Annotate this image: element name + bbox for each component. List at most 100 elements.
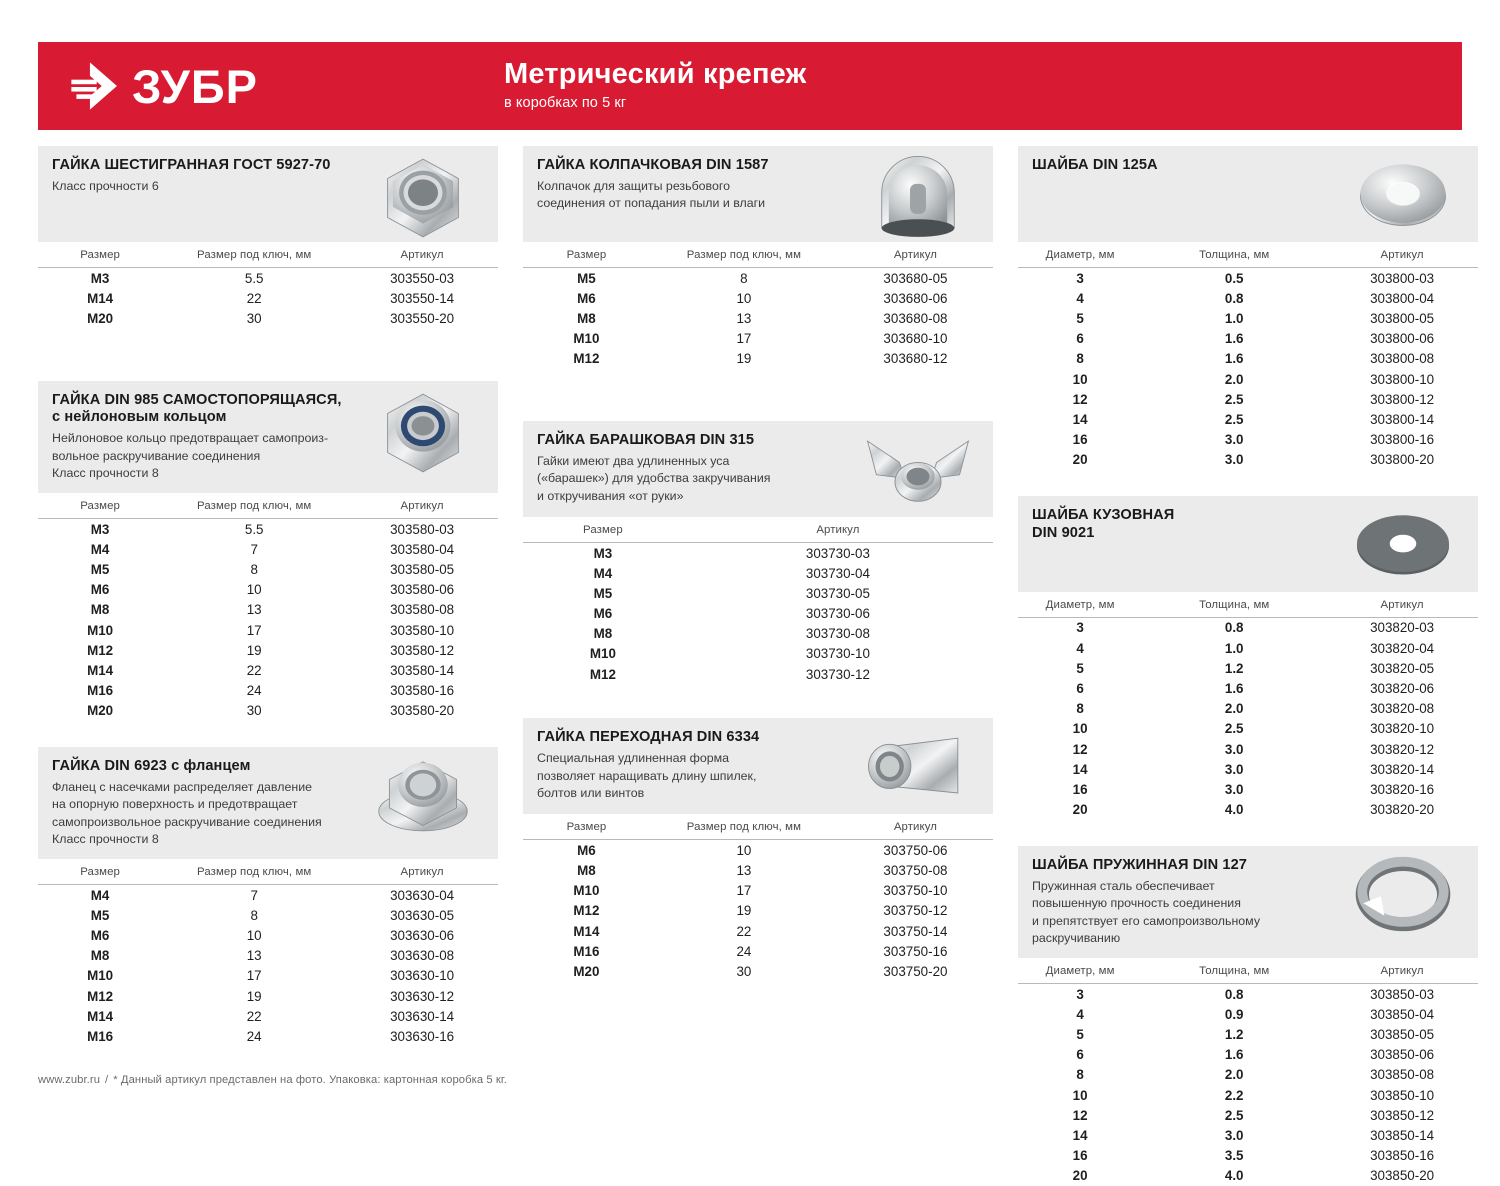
card-header: ГАЙКА DIN 6923 с фланцем Фланец с насечка… [38,746,498,860]
cell-dimension: 2.5 [1224,1107,1244,1123]
cell-article: 303820-14 [1370,761,1435,777]
table-row: M6 10 303580-06 [38,580,498,600]
cell-dimension: 8 [740,270,748,286]
cell-size: M14 [87,1008,114,1024]
cell-size: M5 [90,907,110,923]
column-header-3: Артикул [1326,242,1478,268]
cell-dimension: 22 [246,1008,262,1024]
table-row: M3 5.5 303580-03 [38,518,498,539]
table-row: M4 7 303580-04 [38,539,498,559]
table-row: M10 17 303680-10 [523,329,993,349]
card-header: ГАЙКА БАРАШКОВАЯ DIN 315 Гайки имеют два … [523,420,993,517]
table-row: 12 3.0 303820-12 [1018,739,1478,759]
brand-name: ЗУБР [132,59,259,113]
card-column-2: ГАЙКА КОЛПАЧКОВАЯ DIN 1587 Колпачок для з… [523,146,993,1186]
table-header-row: Размер Артикул [523,516,993,543]
column-header-2: Размер под ключ, мм [649,242,838,268]
cell-article: 303750-12 [883,903,948,919]
cell-dimension: 2.2 [1224,1087,1244,1103]
page-subtitle: в коробках по 5 кг [504,94,627,111]
cell-size: 10 [1072,1087,1088,1103]
cell-article: 303630-08 [390,948,455,964]
cell-article: 303580-06 [390,582,455,598]
cell-article: 303850-03 [1370,986,1435,1002]
cell-article: 303630-05 [390,907,455,923]
card-description: Фланец с насечками распределяет давление… [52,779,322,847]
product-card-gajka-perehodnaya-din-6334: ГАЙКА ПЕРЕХОДНАЯ DIN 6334 Специальная удл… [523,718,993,981]
cell-size: M6 [577,290,596,306]
cell-dimension: 19 [736,351,752,367]
cell-dimension: 13 [246,602,262,618]
table-header-row: Размер Размер под ключ, мм Артикул [523,242,993,268]
table-row: M14 22 303630-14 [38,1006,498,1026]
table-row: M20 30 303750-20 [523,961,993,981]
cell-size: M20 [87,310,114,326]
column-header-1: Диаметр, мм [1018,957,1143,984]
cell-dimension: 8 [250,907,258,923]
card-title: ШАЙБА КУЗОВНАЯ DIN 9021 [1032,506,1175,541]
cell-article: 303580-20 [390,703,455,719]
cell-size: M16 [573,943,600,959]
cell-size: M14 [87,662,114,678]
column-header-1: Размер [38,242,163,268]
table-row: 20 3.0 303800-20 [1018,450,1478,470]
table-row: M5 8 303630-05 [38,905,498,925]
card-column-1: ГАЙКА ШЕСТИГРАННАЯ ГОСТ 5927-70 Класс про… [38,146,498,1186]
table-row: 3 0.8 303850-03 [1018,983,1478,1004]
table-row: M4 303730-04 [523,563,993,583]
column-header-2: Размер под ключ, мм [162,859,347,886]
cell-size: M10 [87,622,114,638]
table-row: M8 13 303630-08 [38,946,498,966]
column-header-3: Артикул [346,242,498,268]
table-row: M4 7 303630-04 [38,885,498,906]
cell-article: 303550-14 [390,290,455,306]
cell-dimension: 1.6 [1224,1047,1244,1063]
cell-dimension: 5.5 [244,521,264,537]
cell-size: 4 [1076,290,1084,306]
table-row: M16 24 303630-16 [38,1026,498,1046]
column-header-3: Артикул [837,242,993,268]
column-header-3: Артикул [1326,591,1478,618]
cell-size: 16 [1072,781,1088,797]
catalog-page: ЗУБР Метрический крепеж в коробках по 5 … [0,42,1500,1183]
page-footer: www.zubr.ru / * Данный артикул представлен… [38,1074,507,1086]
cell-size: M6 [577,842,596,858]
column-header-1: Размер [38,859,163,886]
cell-article: 303580-14 [390,662,455,678]
table-row: 4 1.0 303820-04 [1018,638,1478,658]
cell-article: 303800-03 [1370,270,1435,286]
cell-article: 303750-14 [883,923,948,939]
card-spacer [1018,820,1478,846]
cell-dimension: 22 [736,923,752,939]
cell-size: M10 [573,883,600,899]
card-header: ГАЙКА DIN 985 САМОСТОПОРЯЩАЯСЯ, с нейлон… [38,380,498,493]
cell-article: 303630-06 [390,928,455,944]
cell-dimension: 24 [246,1029,262,1044]
card-spacer [1018,470,1478,496]
footer-site-link[interactable]: www.zubr.ru [38,1074,101,1086]
column-header-2: Размер под ключ, мм [162,242,347,268]
cell-size: 14 [1072,1127,1088,1143]
cell-size: 20 [1072,1168,1088,1184]
cell-size: 8 [1076,351,1084,367]
cell-size: 16 [1072,1148,1088,1164]
cell-dimension: 3.0 [1224,741,1244,757]
cell-dimension: 10 [246,928,262,944]
product-card-gajka-barashkovaya-din-315: ГАЙКА БАРАШКОВАЯ DIN 315 Гайки имеют два … [523,420,993,684]
spec-table: Размер Размер под ключ, мм Артикул M5 8 30368… [523,242,993,369]
table-row: M16 24 303750-16 [523,941,993,961]
cell-article: 303800-14 [1370,411,1435,427]
cell-dimension: 1.6 [1224,331,1244,347]
table-row: M12 19 303680-12 [523,349,993,369]
cell-article: 303820-20 [1370,802,1435,818]
column-header-3: Артикул [1326,957,1478,984]
cell-dimension: 17 [736,331,752,347]
cell-size: 10 [1072,721,1088,737]
cell-dimension: 3.0 [1224,1127,1244,1143]
table-header-row: Размер Размер под ключ, мм Артикул [38,859,498,886]
table-row: M12 19 303580-12 [38,640,498,660]
cell-size: M3 [90,521,110,537]
cell-size: M16 [87,683,114,699]
cell-size: M8 [90,948,110,964]
card-title: ГАЙКА БАРАШКОВАЯ DIN 315 [537,431,755,448]
